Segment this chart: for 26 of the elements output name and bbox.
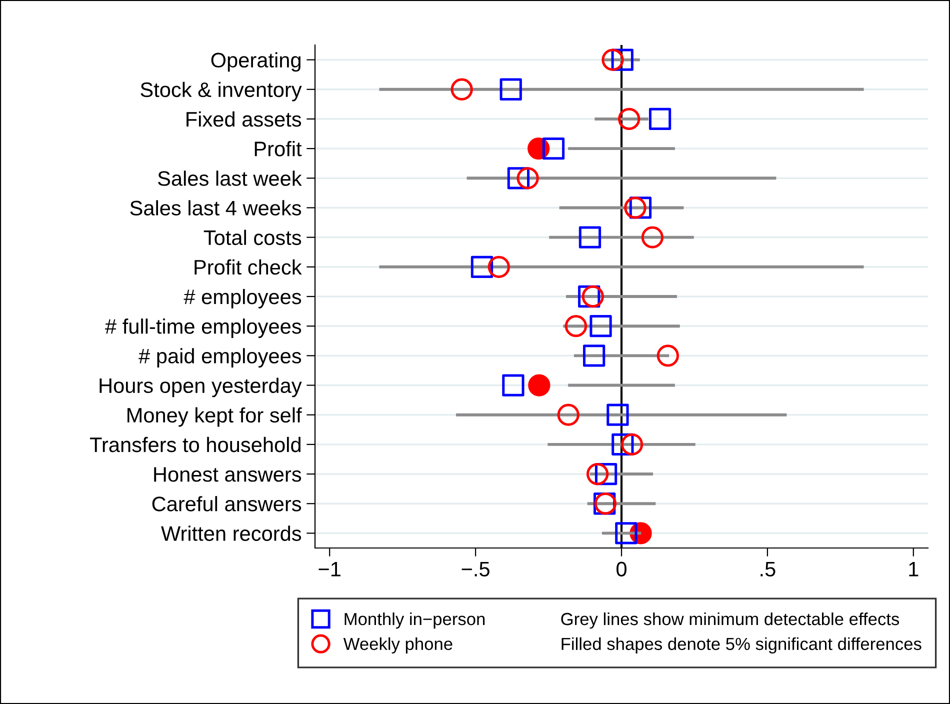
y-tick-label: Fixed assets — [186, 111, 302, 127]
y-tick-label: Hours open yesterday — [100, 378, 302, 398]
y-tick-label: # paid employees — [138, 348, 302, 368]
y-tick-label: # employees — [184, 288, 302, 308]
y-tick-label: Money kept for self — [128, 407, 302, 427]
x-tick-label: −.5 — [462, 562, 490, 576]
y-tick-label: Honest answers — [154, 467, 302, 482]
y-tick-label: Total costs — [204, 230, 302, 246]
x-tick-label: −1 — [318, 562, 340, 576]
x-tick-label: 1 — [909, 562, 918, 576]
text: Grey lines show minimum detectable effects — [561, 612, 900, 629]
y-tick-label: Sales last 4 weeks — [130, 200, 302, 216]
text: Filled shapes denote 5% significant differences — [562, 637, 922, 654]
legend-label: Monthly in−person — [344, 612, 485, 629]
y-tick-label: Stock & inventory — [140, 82, 302, 102]
y-tick-label: Operating — [211, 52, 300, 72]
x-tick-label: 0 — [616, 562, 626, 576]
y-tick-label: Profit — [254, 141, 302, 156]
y-tick-label: # full-time employees — [105, 318, 302, 338]
x-tick-label: .5 — [760, 562, 776, 576]
y-tick-label: Written records — [161, 526, 302, 541]
y-tick-label: Transfers to household — [90, 436, 300, 452]
legend-label: Weekly phone — [343, 637, 452, 654]
y-tick-label: Sales last week — [158, 170, 302, 186]
y-tick-label: Profit check — [194, 259, 302, 275]
y-tick-label: Careful answers — [152, 496, 302, 512]
